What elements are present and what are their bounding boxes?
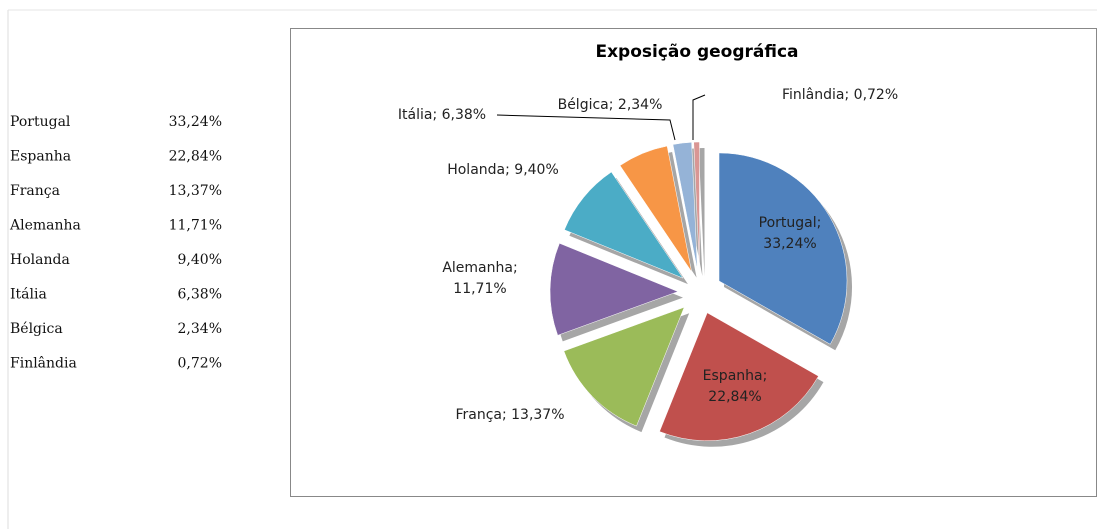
table-cell: 0,72% [178,356,222,372]
table-cell: França [10,183,60,199]
slice [693,141,700,271]
data-label: Itália; 6,38% [398,107,486,123]
data-label: Portugal; 33,24% [759,215,822,252]
data-label: Espanha; 22,84% [703,368,768,405]
data-label: Finlândia; 0,72% [782,87,898,103]
table-cell: Itália [10,287,47,303]
slice [564,171,684,279]
data-label: Bélgica; 2,34% [558,97,663,113]
table-cell: Alemanha [9,218,81,234]
table-cell: Holanda [10,252,70,268]
table-cell: 6,38% [178,287,222,303]
slice [563,306,685,427]
leader-line [496,114,676,141]
slice [718,152,848,345]
table-cell: 33,24% [169,114,222,130]
table-cell: 2,34% [178,321,222,337]
pie: Portugal; 33,24% Espanha; 22,84% França; 13,… [398,87,898,447]
leader-line [692,94,706,140]
table-cell: 13,37% [169,183,222,199]
chart-title: Exposição geográfica [595,42,798,62]
table-cell: Espanha [10,149,71,165]
table-cell: Finlândia [10,356,77,372]
slice-shadow [698,148,705,277]
table-cell: Portugal [10,114,71,130]
data-label: França; 13,37% [455,407,564,423]
table-cell: 22,84% [169,149,222,165]
table-cell: Bélgica [10,321,63,337]
data-label: Alemanha; 11,71% [442,260,517,297]
slice [619,145,692,272]
slice [659,312,819,441]
table-cell: 9,40% [178,252,222,268]
table-cell: 11,71% [169,218,222,234]
table: Portugal 33,24% Espanha 22,84% França 13,37% A… [9,114,222,372]
slice [672,142,698,271]
data-label: Holanda; 9,40% [447,162,559,178]
slice [549,242,679,336]
